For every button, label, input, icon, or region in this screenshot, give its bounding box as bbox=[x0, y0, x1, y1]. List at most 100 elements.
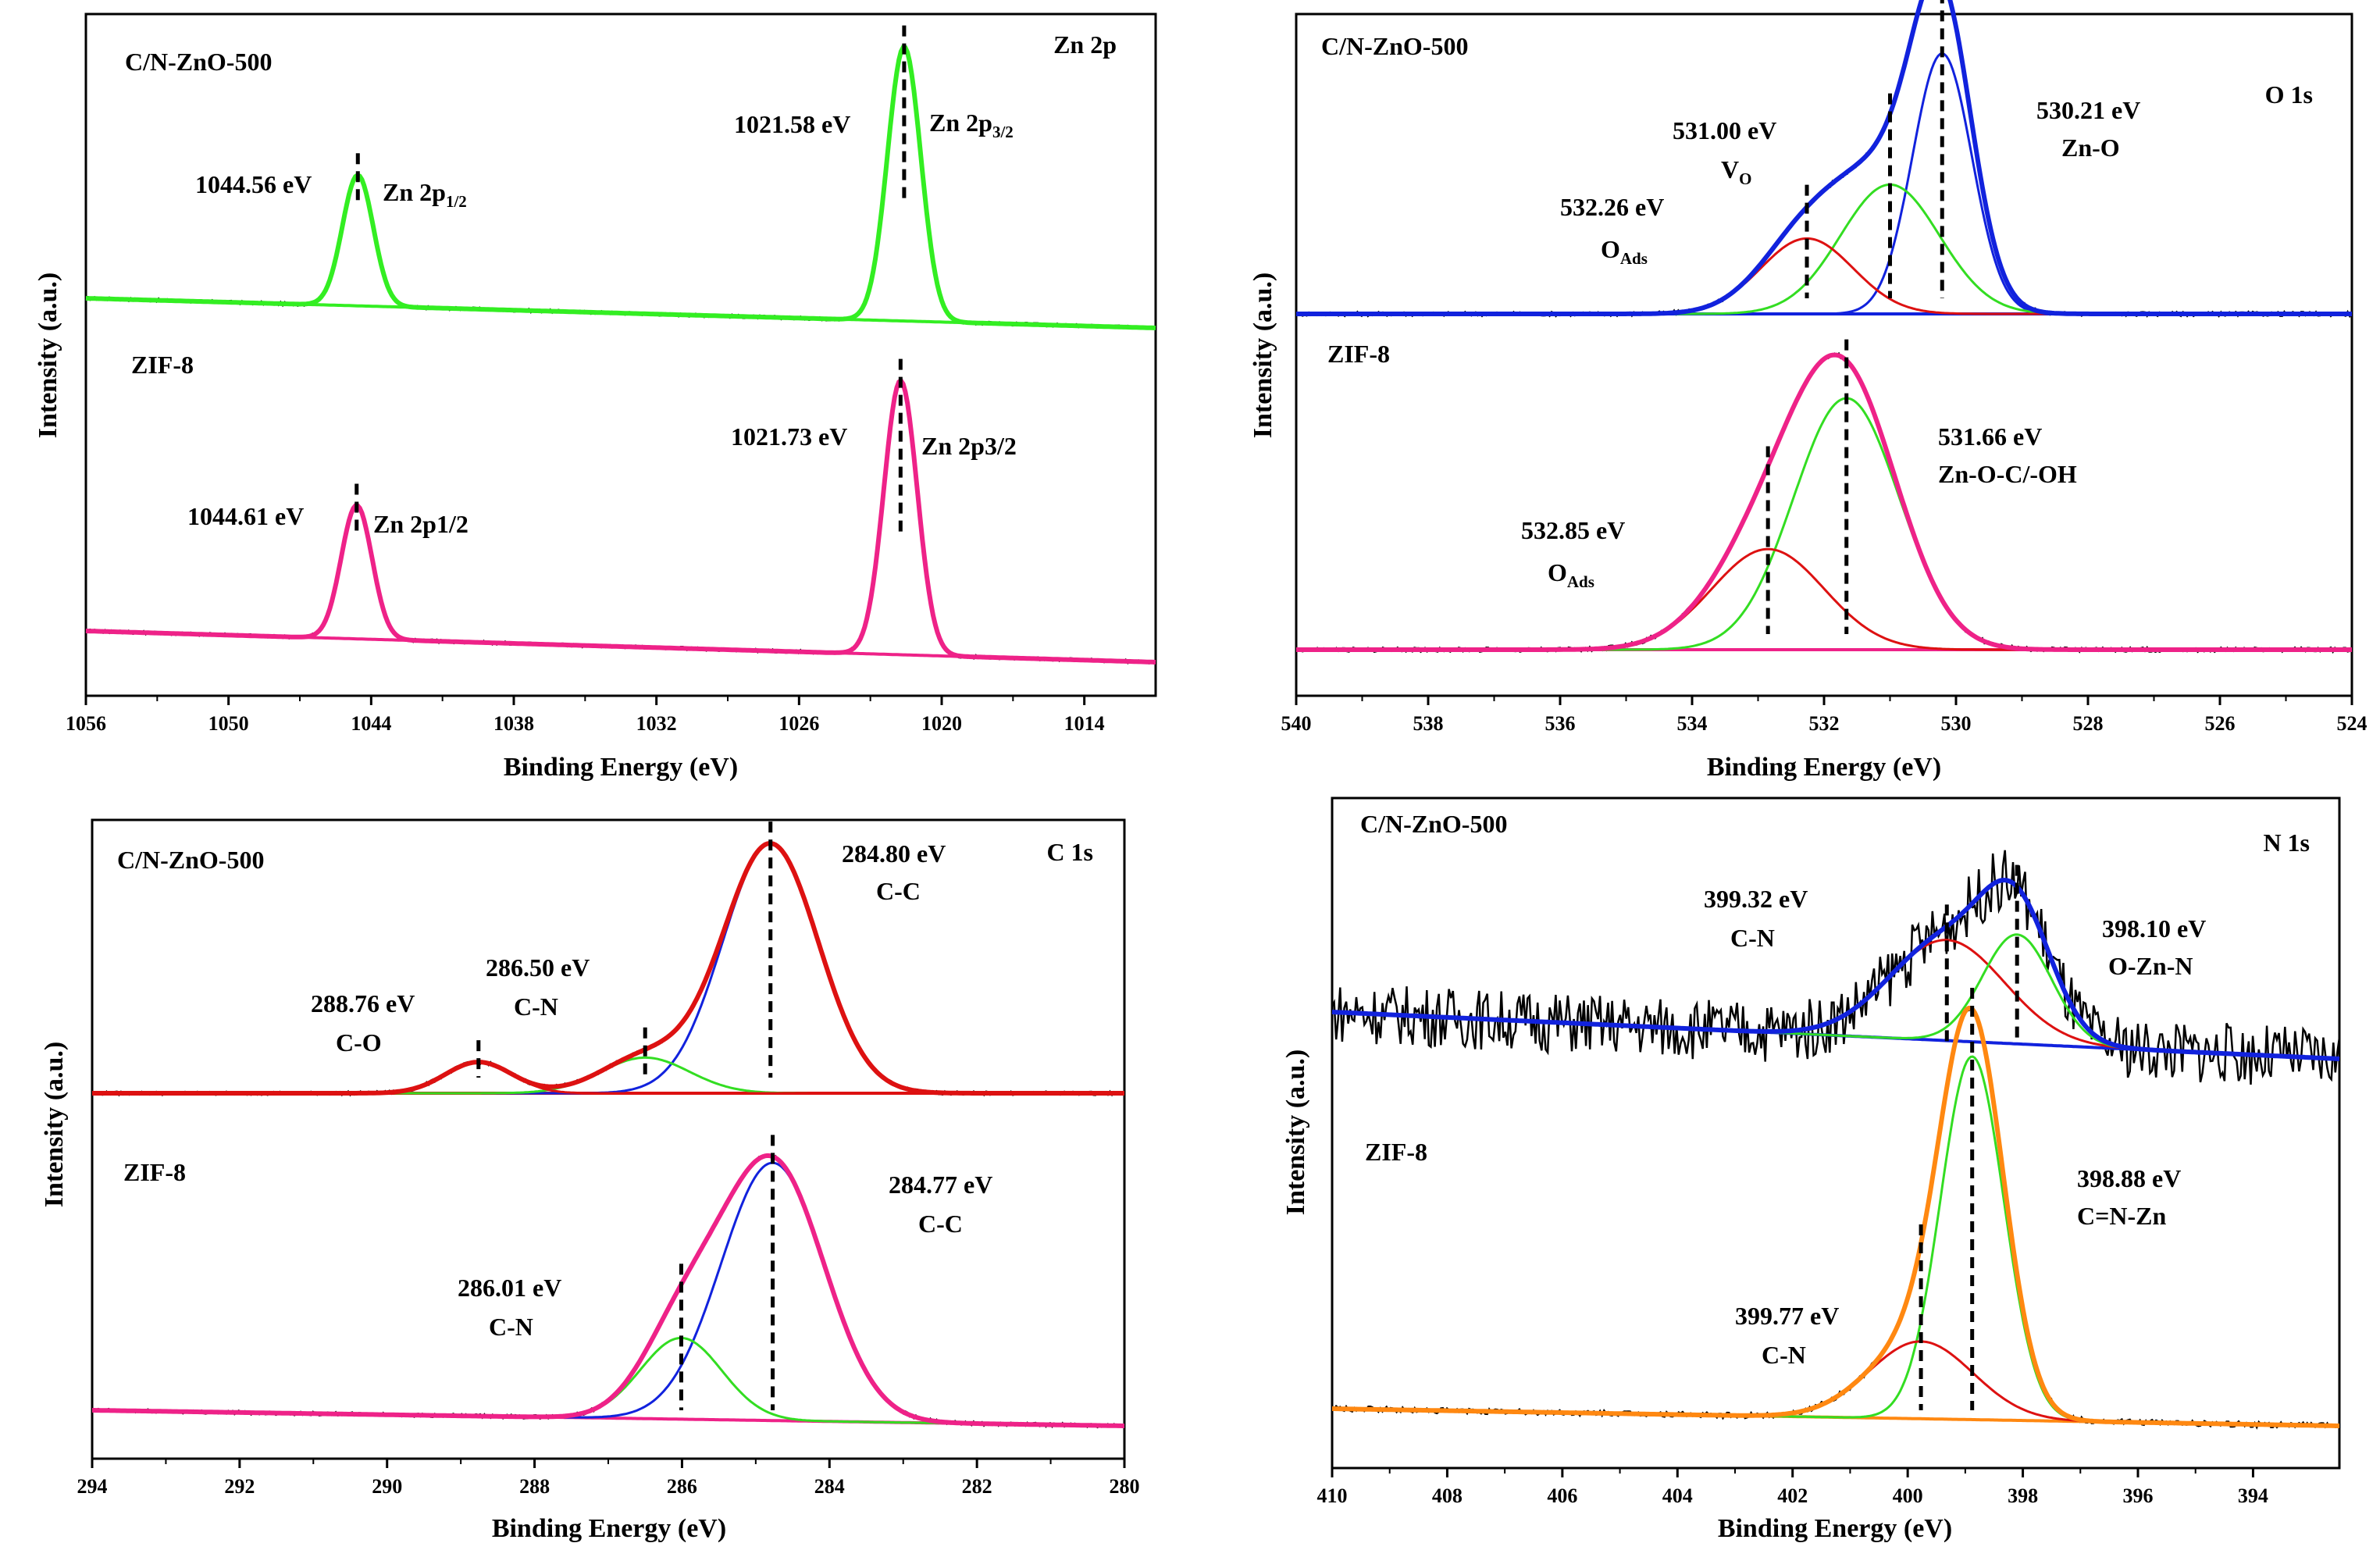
x-tick-label: 1050 bbox=[208, 712, 249, 735]
x-tick-label: 282 bbox=[962, 1475, 992, 1498]
peak-label: 532.26 eV bbox=[1560, 193, 1664, 221]
panel-o1s: 540 538 536 534 532 530 528 526 524 O 1s C/N-ZnO… bbox=[1249, 0, 2368, 782]
peak-name: C-N bbox=[1730, 924, 1775, 952]
fit-envelope bbox=[1331, 878, 2340, 1061]
x-tick-label: 530 bbox=[1941, 712, 1972, 735]
peak-name: VO bbox=[1721, 155, 1751, 188]
panel-c1s: 294 292 290 288 286 284 282 280 C 1s C/N-ZnO-50… bbox=[40, 818, 1140, 1543]
peak-markers bbox=[476, 821, 775, 1410]
x-tick-label: 404 bbox=[1662, 1484, 1693, 1507]
x-tick-label: 524 bbox=[2337, 712, 2368, 735]
fit-envelope bbox=[1296, 0, 2352, 316]
x-tick-label: 396 bbox=[2123, 1484, 2154, 1507]
fit-envelope bbox=[85, 45, 1156, 330]
x-tick-label: 394 bbox=[2238, 1484, 2268, 1507]
x-tick-label: 538 bbox=[1413, 712, 1444, 735]
panel-title: Zn 2p bbox=[1053, 30, 1117, 59]
x-axis-label: Binding Energy (eV) bbox=[492, 1514, 726, 1543]
peak-label: 286.50 eV bbox=[486, 953, 590, 982]
x-tick-label: 1020 bbox=[921, 712, 962, 735]
panel-n1s: 410 408 406 404 402 400 398 396 394 N 1s C/N-ZnO… bbox=[1281, 796, 2341, 1543]
peak-name: Zn 2p1/2 bbox=[383, 178, 467, 211]
y-axis-label: Intensity (a.u.) bbox=[1249, 273, 1277, 439]
peak-name: C-C bbox=[876, 877, 921, 905]
peak-label: 399.32 eV bbox=[1704, 885, 1808, 913]
x-axis-label: Binding Energy (eV) bbox=[1718, 1514, 1952, 1543]
component-peak bbox=[1332, 1055, 2339, 1427]
peak-name: Zn 2p3/2 bbox=[921, 432, 1017, 460]
component-peak bbox=[1296, 52, 2352, 315]
peak-name: Zn 2p1/2 bbox=[373, 510, 469, 538]
panel-title: C 1s bbox=[1046, 838, 1093, 866]
x-tick-label: 288 bbox=[519, 1475, 550, 1498]
x-tick-label: 284 bbox=[814, 1475, 845, 1498]
peak-markers bbox=[1919, 864, 2019, 1410]
peak-label: 1044.56 eV bbox=[195, 170, 312, 198]
peak-label: 284.80 eV bbox=[842, 839, 946, 868]
component-peak bbox=[1296, 397, 2352, 651]
x-tick-label: 526 bbox=[2205, 712, 2236, 735]
component-peak bbox=[1296, 237, 2352, 315]
x-tick-label: 402 bbox=[1777, 1484, 1808, 1507]
spectra bbox=[85, 45, 1156, 665]
spectra bbox=[91, 840, 1125, 1429]
x-tick-label: 398 bbox=[2008, 1484, 2038, 1507]
x-axis-label: Binding Energy (eV) bbox=[504, 753, 738, 782]
y-axis-label: Intensity (a.u.) bbox=[40, 1042, 69, 1208]
sample-label-upper: C/N-ZnO-500 bbox=[117, 846, 264, 874]
x-tick-label: 400 bbox=[1893, 1484, 1923, 1507]
spectra bbox=[1295, 0, 2353, 654]
panel-zn2p: 1056 1050 1044 1038 1032 1026 1020 1014 Zn 2p C… bbox=[34, 12, 1157, 782]
peak-label: 1021.58 eV bbox=[734, 110, 850, 138]
peak-name: C-N bbox=[514, 992, 558, 1021]
sample-label-lower: ZIF-8 bbox=[1327, 340, 1390, 368]
peak-label: 286.01 eV bbox=[458, 1274, 561, 1302]
peak-name: Zn-O bbox=[2061, 134, 2120, 162]
x-tick-label: 1044 bbox=[351, 712, 391, 735]
fit-envelope bbox=[1332, 1006, 2339, 1428]
fit-envelope bbox=[92, 1153, 1124, 1428]
x-axis-ticks: 1056 1050 1044 1038 1032 1026 1020 1014 bbox=[66, 696, 1105, 735]
fit-envelope bbox=[92, 840, 1124, 1096]
peak-label: 531.66 eV bbox=[1938, 422, 2042, 451]
x-tick-label: 406 bbox=[1547, 1484, 1577, 1507]
x-tick-label: 290 bbox=[372, 1475, 402, 1498]
x-tick-label: 536 bbox=[1545, 712, 1576, 735]
peak-name: OAds bbox=[1548, 558, 1594, 591]
peak-label: 398.10 eV bbox=[2102, 914, 2206, 943]
peak-label: 530.21 eV bbox=[2036, 96, 2140, 124]
x-tick-label: 532 bbox=[1809, 712, 1840, 735]
peak-label: 398.88 eV bbox=[2077, 1164, 2181, 1192]
peak-label: 1021.73 eV bbox=[731, 422, 847, 451]
plot-frame bbox=[84, 12, 1157, 697]
x-tick-label: 1038 bbox=[493, 712, 534, 735]
fit-envelope bbox=[85, 377, 1156, 665]
x-tick-label: 1032 bbox=[636, 712, 677, 735]
x-tick-label: 540 bbox=[1281, 712, 1312, 735]
peak-name: Zn-O-C/-OH bbox=[1938, 460, 2077, 488]
peak-markers bbox=[355, 25, 907, 537]
raw-spectrum bbox=[91, 841, 1125, 1097]
x-tick-label: 534 bbox=[1677, 712, 1708, 735]
x-tick-label: 1056 bbox=[66, 712, 106, 735]
x-tick-label: 408 bbox=[1432, 1484, 1463, 1507]
component-peak bbox=[1296, 547, 2352, 651]
peak-label: 284.77 eV bbox=[889, 1171, 992, 1199]
component-peak bbox=[92, 843, 1124, 1095]
peak-name: C-C bbox=[918, 1210, 963, 1238]
component-peak bbox=[92, 1056, 1124, 1095]
raw-spectrum bbox=[1331, 1006, 2340, 1430]
x-tick-label: 286 bbox=[667, 1475, 697, 1498]
raw-spectrum bbox=[1295, 351, 2353, 654]
sample-label-upper: C/N-ZnO-500 bbox=[1321, 32, 1468, 60]
plot-frame bbox=[1331, 796, 2341, 1470]
x-tick-label: 294 bbox=[77, 1475, 108, 1498]
peak-label: 1044.61 eV bbox=[187, 502, 304, 530]
sample-label-lower: ZIF-8 bbox=[1365, 1138, 1427, 1166]
x-tick-label: 280 bbox=[1110, 1475, 1140, 1498]
sample-label-lower: ZIF-8 bbox=[123, 1158, 186, 1186]
panel-title: N 1s bbox=[2263, 829, 2310, 857]
peak-name: C-N bbox=[489, 1313, 533, 1341]
x-axis-ticks: 294 292 290 288 286 284 282 280 bbox=[77, 1459, 1140, 1498]
fit-envelope bbox=[1296, 352, 2352, 652]
